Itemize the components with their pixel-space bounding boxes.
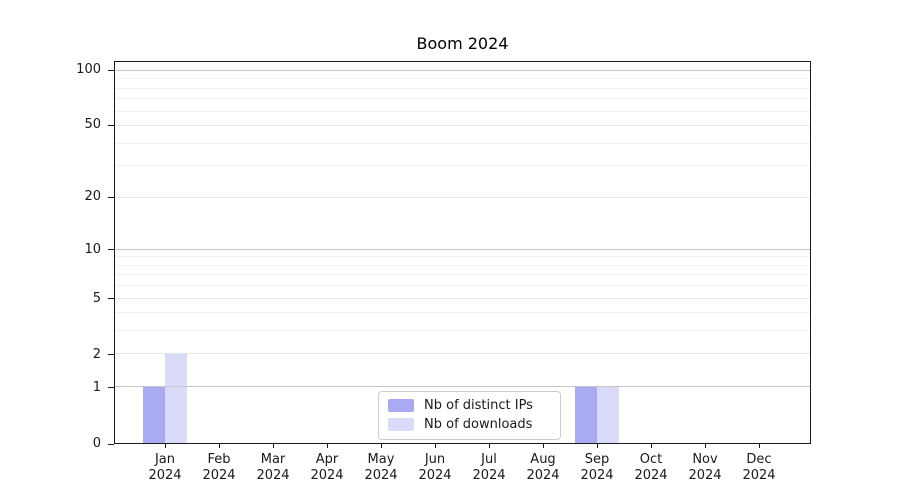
x-tick-year: 2024 [418,468,452,483]
x-tick [164,444,166,448]
x-tick [758,444,760,448]
gridline-major [115,70,810,72]
x-tick-year: 2024 [310,468,344,483]
x-tick [380,444,382,448]
x-tick-month: Sep [584,452,610,467]
y-tick [108,196,114,198]
x-tick [704,444,706,448]
x-tick-month: Apr [315,452,339,467]
x-tick [488,444,490,448]
x-tick [326,444,328,448]
gridline-minor [115,264,810,266]
gridline-major [115,125,810,127]
x-tick-year: 2024 [742,468,776,483]
legend-label: Nb of downloads [424,417,533,432]
gridline-minor [115,165,810,167]
gridline-minor [115,98,810,100]
legend-label: Nb of distinct IPs [424,398,533,413]
y-tick-label: 2 [92,346,101,362]
gridline-minor [115,312,810,314]
gridline-major [115,297,810,299]
y-tick-label: 1 [92,379,101,395]
x-tick-month: Feb [207,452,231,467]
gridline-minor [115,78,810,80]
x-tick-month: Mar [260,452,286,467]
x-tick-year: 2024 [364,468,398,483]
y-tick [108,387,114,389]
gridline-major [115,353,810,355]
x-tick-label: Sep 2024 [567,452,627,484]
x-tick-year: 2024 [580,468,614,483]
x-tick-month: Jan [154,452,176,467]
x-tick-month: Aug [530,452,556,467]
y-tick [108,298,114,300]
gridline-minor [115,285,810,287]
y-tick [108,354,114,356]
legend-item: Nb of distinct IPs [388,398,548,413]
gridline-major [115,248,810,250]
y-tick-label: 10 [84,241,101,257]
chart-title: Boom 2024 [416,34,509,53]
x-tick-year: 2024 [202,468,236,483]
x-tick [218,444,220,448]
bar-distinct-ips [143,387,165,443]
legend-swatch [388,399,414,412]
gridline-minor [115,142,810,144]
gridline-major [115,196,810,198]
x-tick-month: Jun [424,452,446,467]
x-tick-label: Jun 2024 [405,452,465,484]
y-tick-label: 100 [76,62,101,78]
x-tick-label: May 2024 [351,452,411,484]
x-tick-month: Nov [692,452,718,467]
y-tick [108,249,114,251]
y-tick-label: 5 [92,290,101,306]
x-tick [272,444,274,448]
x-tick-label: Aug 2024 [513,452,573,484]
x-tick-label: Apr 2024 [297,452,357,484]
x-tick-year: 2024 [526,468,560,483]
x-tick-year: 2024 [634,468,668,483]
x-tick [434,444,436,448]
x-tick-label: Jul 2024 [459,452,519,484]
gridline-minor [115,87,810,89]
gridline-minor [115,274,810,276]
gridline-minor [115,330,810,332]
x-tick-year: 2024 [688,468,722,483]
y-tick [108,69,114,71]
y-tick [108,124,114,126]
legend: Nb of distinct IPs Nb of downloads [378,391,561,440]
bar-downloads [165,354,187,443]
x-tick-label: Nov 2024 [675,452,735,484]
bar-distinct-ips [575,387,597,443]
legend-swatch [388,418,414,431]
x-tick-month: Jul [481,452,497,467]
y-tick-label: 20 [84,189,101,205]
plot-area [114,61,811,444]
x-tick-year: 2024 [472,468,506,483]
x-tick-label: Feb 2024 [189,452,249,484]
x-tick-label: Oct 2024 [621,452,681,484]
y-tick-label: 50 [84,117,101,133]
gridline-minor [115,256,810,258]
y-tick-label: 0 [92,436,101,451]
x-tick-label: Mar 2024 [243,452,303,484]
x-tick-label: Dec 2024 [729,452,789,484]
x-tick-month: May [367,452,395,467]
y-tick [108,443,114,445]
x-tick [596,444,598,448]
x-tick-label: Jan 2024 [135,452,195,484]
x-tick [650,444,652,448]
x-tick-year: 2024 [148,468,182,483]
x-tick-month: Oct [639,452,663,467]
x-tick-year: 2024 [256,468,290,483]
bar-downloads [597,387,619,443]
legend-item: Nb of downloads [388,417,548,432]
gridline-major [115,386,810,388]
gridline-minor [115,110,810,112]
x-tick [542,444,544,448]
x-tick-month: Dec [746,452,772,467]
